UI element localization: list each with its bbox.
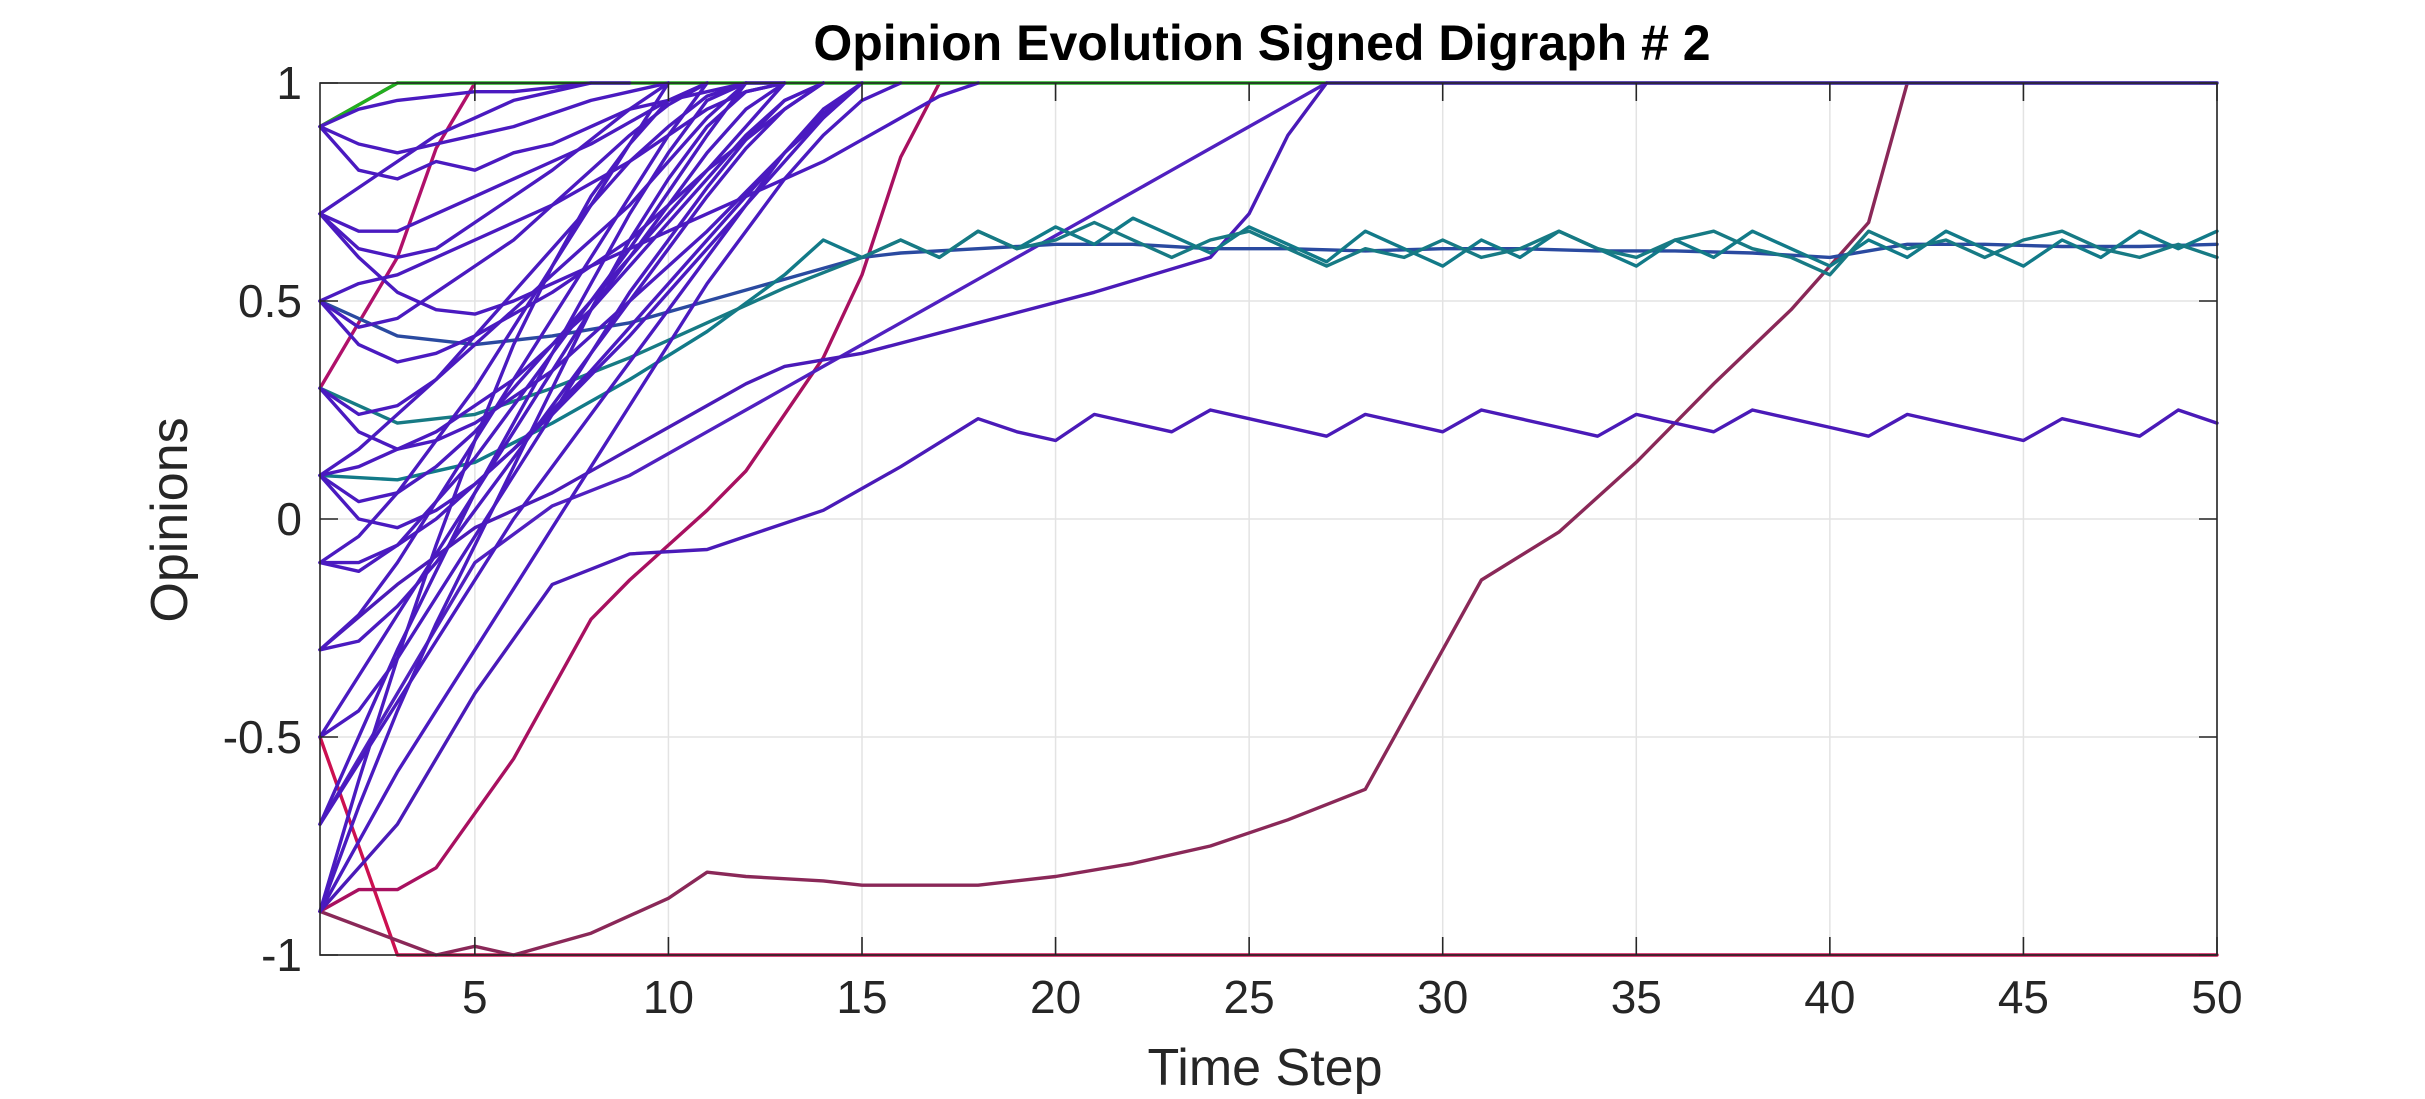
- y-axis-label: Opinions: [141, 417, 199, 622]
- series-line-35: [318, 81, 671, 155]
- x-tick-label: 20: [1030, 971, 1081, 1023]
- x-tick-label: 15: [836, 971, 887, 1023]
- y-tick-label: 0.5: [238, 275, 302, 327]
- grid: [320, 82, 2218, 956]
- series-line-25: [318, 81, 787, 739]
- series-line-30: [318, 81, 787, 914]
- series-line-28: [318, 81, 748, 826]
- y-tick-label: -0.5: [223, 711, 302, 763]
- series-line-40: [318, 81, 980, 316]
- x-tick-label: 30: [1417, 971, 1468, 1023]
- series-line-37: [318, 81, 825, 478]
- series-line-4: [318, 81, 942, 914]
- x-tick-label: 5: [462, 971, 488, 1023]
- series-line-15: [318, 81, 593, 216]
- x-tick-label: 10: [643, 971, 694, 1023]
- series-line-38: [318, 81, 864, 565]
- series-line-26: [318, 81, 825, 739]
- x-tick-label: 45: [1998, 971, 2049, 1023]
- series-line-7: [318, 81, 2219, 826]
- ticks: [320, 82, 2218, 956]
- series-line-36: [318, 81, 709, 233]
- series-line-31: [318, 81, 709, 914]
- y-tick-label: 0: [276, 493, 302, 545]
- series-line-2: [318, 81, 1910, 957]
- series-line-33: [318, 81, 748, 478]
- x-tick-label: 35: [1611, 971, 1662, 1023]
- x-tick-label: 25: [1224, 971, 1275, 1023]
- series-line-32: [318, 81, 825, 652]
- series-line-13: [318, 81, 787, 181]
- series-line-11: [318, 216, 2219, 482]
- series-line-12: [318, 220, 2219, 425]
- y-tick-labels: -1 -0.5 0 0.5 1: [223, 57, 302, 981]
- series-line-22: [318, 81, 671, 565]
- x-tick-labels: 5 10 15 20 25 30 35 40 45 50: [462, 971, 2243, 1023]
- series-line-29: [318, 81, 903, 914]
- series-line-14: [318, 81, 671, 260]
- series-line-9: [318, 408, 2219, 914]
- y-tick-label: 1: [276, 57, 302, 109]
- x-tick-label: 50: [2191, 971, 2242, 1023]
- x-tick-label: 40: [1804, 971, 1855, 1023]
- chart-title: Opinion Evolution Signed Digraph # 2: [813, 15, 1710, 71]
- x-axis-label: Time Step: [1147, 1039, 1382, 1094]
- series-line-23: [318, 81, 748, 573]
- y-tick-label: -1: [261, 929, 302, 981]
- series-line-8: [318, 81, 1329, 652]
- series-line-21: [318, 81, 864, 530]
- series-line-34: [318, 81, 787, 303]
- series-line-1: [318, 735, 2219, 957]
